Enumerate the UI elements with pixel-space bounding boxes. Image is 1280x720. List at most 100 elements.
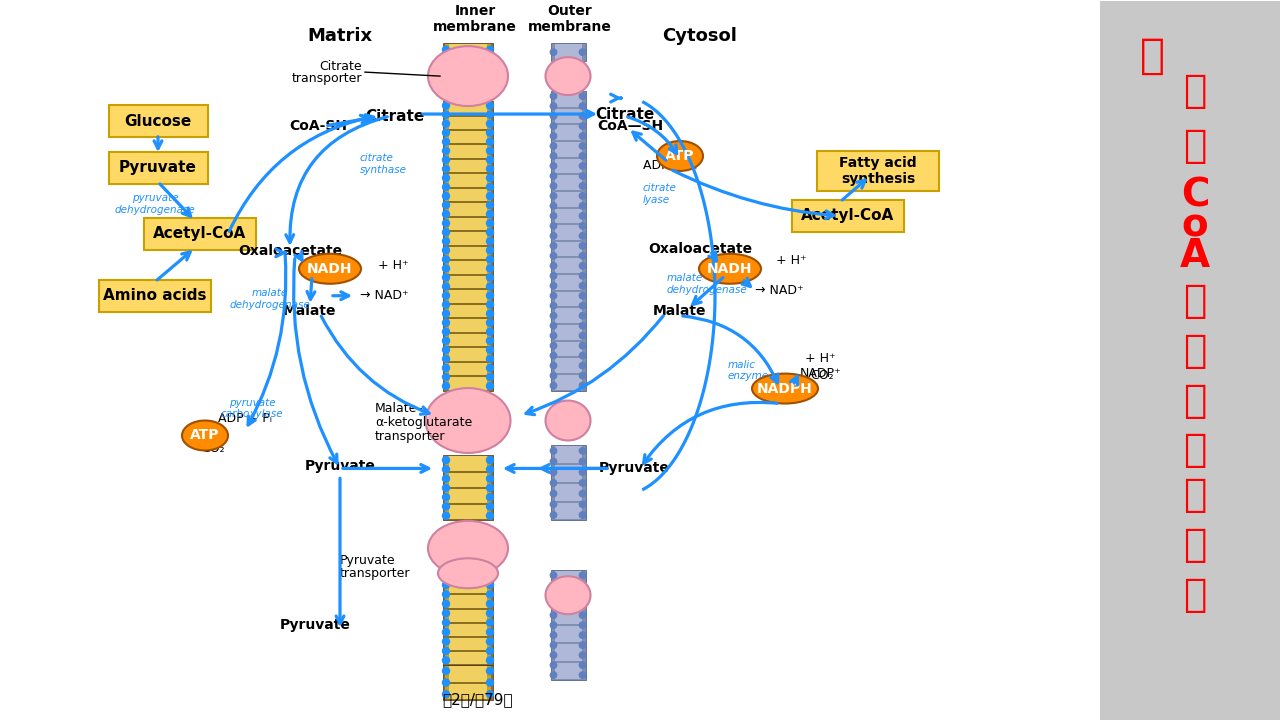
Circle shape: [443, 301, 449, 308]
Circle shape: [443, 382, 449, 390]
Circle shape: [550, 212, 557, 219]
Circle shape: [486, 475, 494, 482]
FancyBboxPatch shape: [486, 683, 492, 699]
Circle shape: [550, 163, 557, 169]
Ellipse shape: [428, 46, 508, 106]
Circle shape: [486, 591, 494, 598]
Circle shape: [550, 49, 557, 55]
FancyBboxPatch shape: [486, 595, 492, 608]
FancyBboxPatch shape: [554, 465, 581, 482]
Text: ATP: ATP: [191, 428, 220, 443]
Text: + H⁺: + H⁺: [378, 259, 408, 272]
Circle shape: [486, 638, 494, 645]
Circle shape: [443, 638, 449, 645]
Circle shape: [580, 572, 586, 578]
Circle shape: [443, 374, 449, 380]
Ellipse shape: [753, 374, 818, 403]
FancyBboxPatch shape: [554, 446, 581, 463]
Text: 乙: 乙: [1183, 72, 1207, 110]
Circle shape: [443, 667, 449, 675]
Circle shape: [443, 156, 449, 163]
Ellipse shape: [182, 420, 228, 451]
FancyBboxPatch shape: [554, 292, 581, 307]
Circle shape: [550, 622, 557, 629]
Circle shape: [443, 211, 449, 217]
Circle shape: [443, 337, 449, 344]
Circle shape: [580, 173, 586, 179]
FancyBboxPatch shape: [445, 261, 449, 274]
FancyBboxPatch shape: [449, 218, 486, 230]
Circle shape: [550, 132, 557, 139]
Circle shape: [486, 629, 494, 636]
Circle shape: [486, 46, 494, 53]
Circle shape: [443, 120, 449, 127]
Circle shape: [486, 346, 494, 354]
FancyBboxPatch shape: [449, 666, 486, 682]
FancyBboxPatch shape: [449, 319, 486, 332]
Circle shape: [550, 333, 557, 339]
FancyBboxPatch shape: [445, 290, 449, 302]
Circle shape: [580, 163, 586, 169]
FancyBboxPatch shape: [486, 624, 492, 636]
Text: ADP + Pᵢ: ADP + Pᵢ: [643, 159, 698, 173]
FancyBboxPatch shape: [445, 333, 449, 346]
FancyBboxPatch shape: [486, 102, 492, 114]
FancyBboxPatch shape: [445, 683, 449, 699]
FancyBboxPatch shape: [554, 175, 581, 190]
FancyBboxPatch shape: [554, 590, 581, 606]
Circle shape: [443, 591, 449, 598]
Circle shape: [580, 253, 586, 259]
FancyBboxPatch shape: [449, 290, 486, 302]
FancyBboxPatch shape: [554, 342, 581, 356]
Circle shape: [550, 372, 557, 379]
FancyBboxPatch shape: [554, 209, 581, 223]
FancyBboxPatch shape: [449, 261, 486, 274]
Circle shape: [580, 222, 586, 229]
Text: Pyruvate: Pyruvate: [119, 161, 197, 176]
FancyBboxPatch shape: [792, 200, 904, 232]
FancyBboxPatch shape: [449, 276, 486, 288]
FancyBboxPatch shape: [443, 456, 493, 521]
Circle shape: [580, 490, 586, 497]
Circle shape: [550, 243, 557, 249]
FancyBboxPatch shape: [445, 102, 449, 114]
FancyBboxPatch shape: [449, 117, 486, 129]
Circle shape: [443, 647, 449, 654]
Circle shape: [580, 212, 586, 219]
Circle shape: [486, 485, 494, 491]
FancyBboxPatch shape: [486, 505, 492, 519]
FancyBboxPatch shape: [554, 192, 581, 207]
FancyBboxPatch shape: [443, 580, 493, 665]
Circle shape: [580, 632, 586, 639]
Text: ATP: ATP: [666, 149, 695, 163]
Circle shape: [580, 652, 586, 658]
Text: Malate: Malate: [653, 304, 707, 318]
Circle shape: [580, 183, 586, 189]
Circle shape: [580, 448, 586, 454]
FancyBboxPatch shape: [143, 218, 256, 250]
Circle shape: [550, 642, 557, 648]
Circle shape: [486, 382, 494, 390]
Circle shape: [486, 202, 494, 209]
FancyBboxPatch shape: [449, 174, 486, 187]
Text: transporter: transporter: [375, 430, 445, 443]
Circle shape: [486, 102, 494, 109]
FancyBboxPatch shape: [554, 158, 581, 174]
FancyBboxPatch shape: [445, 117, 449, 129]
Circle shape: [580, 93, 586, 99]
FancyBboxPatch shape: [554, 644, 581, 661]
FancyBboxPatch shape: [445, 319, 449, 332]
Ellipse shape: [428, 521, 508, 576]
Circle shape: [580, 512, 586, 518]
FancyBboxPatch shape: [449, 233, 486, 245]
Circle shape: [486, 301, 494, 308]
Circle shape: [486, 610, 494, 617]
Circle shape: [486, 120, 494, 127]
Circle shape: [443, 600, 449, 607]
FancyBboxPatch shape: [449, 102, 486, 114]
Text: CoA—SH: CoA—SH: [596, 119, 663, 133]
Circle shape: [486, 184, 494, 191]
Circle shape: [443, 166, 449, 172]
Circle shape: [486, 679, 494, 686]
FancyBboxPatch shape: [449, 44, 486, 55]
